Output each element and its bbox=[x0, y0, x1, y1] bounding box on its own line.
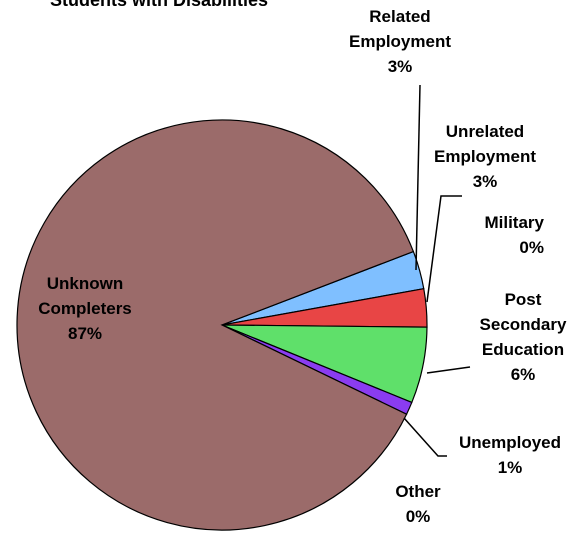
slice-label-unemployed: Unemployed 1% bbox=[459, 433, 561, 477]
slice-name-other: Other bbox=[395, 482, 441, 501]
slice-percent-military: 0% bbox=[519, 238, 544, 257]
slice-labels: Related Employment 3% Unrelated Employment 3%… bbox=[38, 7, 567, 526]
slice-name-post-secondary-education: Education bbox=[482, 340, 564, 359]
slice-name-related-employment: Employment bbox=[349, 32, 451, 51]
slice-percent-other: 0% bbox=[406, 507, 431, 526]
leader-line-unrelated-employment bbox=[426, 195, 462, 303]
slice-name-unrelated-employment: Unrelated bbox=[446, 122, 524, 141]
chart-title: Students with Disabilities bbox=[50, 0, 268, 10]
slice-label-other: Other 0% bbox=[395, 482, 441, 526]
slice-percent-post-secondary-education: 6% bbox=[511, 365, 536, 384]
pie-slice-unknown-completers bbox=[16, 119, 415, 531]
slice-label-related-employment: Related Employment 3% bbox=[349, 7, 451, 76]
slice-name-military: Military bbox=[484, 213, 544, 232]
slice-percent-unrelated-employment: 3% bbox=[473, 172, 498, 191]
slice-label-unknown-completers: Unknown Completers 87% bbox=[38, 274, 132, 343]
pie-slices bbox=[16, 119, 428, 531]
slice-percent-unemployed: 1% bbox=[498, 458, 523, 477]
slice-label-military: Military 0% bbox=[484, 213, 544, 257]
slice-name-post-secondary-education: Post bbox=[505, 290, 542, 309]
slice-name-related-employment: Related bbox=[369, 7, 430, 26]
leader-lines bbox=[403, 84, 471, 457]
leader-line-post-secondary-education bbox=[426, 366, 471, 374]
slice-name-unemployed: Unemployed bbox=[459, 433, 561, 452]
leader-line-unemployed bbox=[403, 417, 447, 457]
slice-name-post-secondary-education: Secondary bbox=[480, 315, 567, 334]
slice-name-unknown-completers: Unknown bbox=[47, 274, 124, 293]
slice-percent-unknown-completers: 87% bbox=[68, 324, 102, 343]
slice-name-unrelated-employment: Employment bbox=[434, 147, 536, 166]
slice-percent-related-employment: 3% bbox=[388, 57, 413, 76]
leader-line-related-employment bbox=[415, 84, 421, 271]
slice-label-post-secondary-education: Post Secondary Education 6% bbox=[480, 290, 567, 384]
slice-label-unrelated-employment: Unrelated Employment 3% bbox=[434, 122, 536, 191]
slice-name-unknown-completers: Completers bbox=[38, 299, 132, 318]
